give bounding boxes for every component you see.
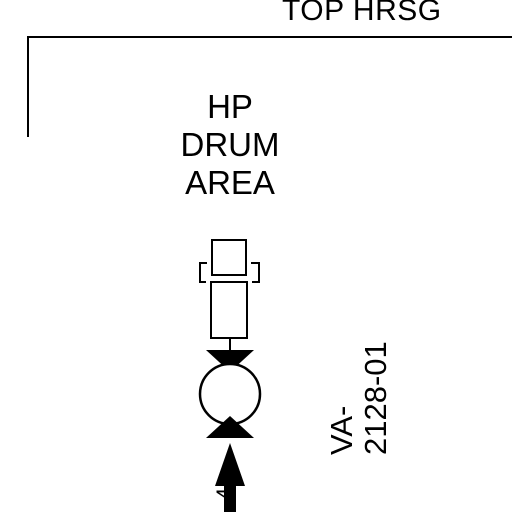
area-label-line-2: DRUM [180, 126, 280, 163]
valve-tag-line-1: VA- [324, 405, 359, 455]
area-label-line-3: AREA [185, 164, 275, 201]
area-boundary-line [27, 36, 512, 137]
flow-arrow [215, 443, 245, 486]
hp-drum-area-label: HP DRUM AREA [150, 88, 310, 202]
valve-lower-wedge [206, 416, 254, 438]
valve-ball [198, 362, 262, 426]
valve-tag-label: VA- 2128-01 [324, 341, 393, 455]
area-label-line-1: HP [207, 88, 253, 125]
process-pipe [224, 486, 236, 512]
valve-tag-line-2: 2128-01 [358, 341, 393, 455]
valve-upper-wedge [206, 350, 254, 372]
actuator-bracket-left [199, 262, 207, 283]
actuator-top-box [211, 239, 247, 276]
line-number-fragment: 4 [212, 487, 237, 500]
actuator-bracket-right [251, 262, 260, 283]
actuator-stem [210, 281, 248, 339]
top-hrsg-label: TOP HRSG [282, 0, 442, 27]
